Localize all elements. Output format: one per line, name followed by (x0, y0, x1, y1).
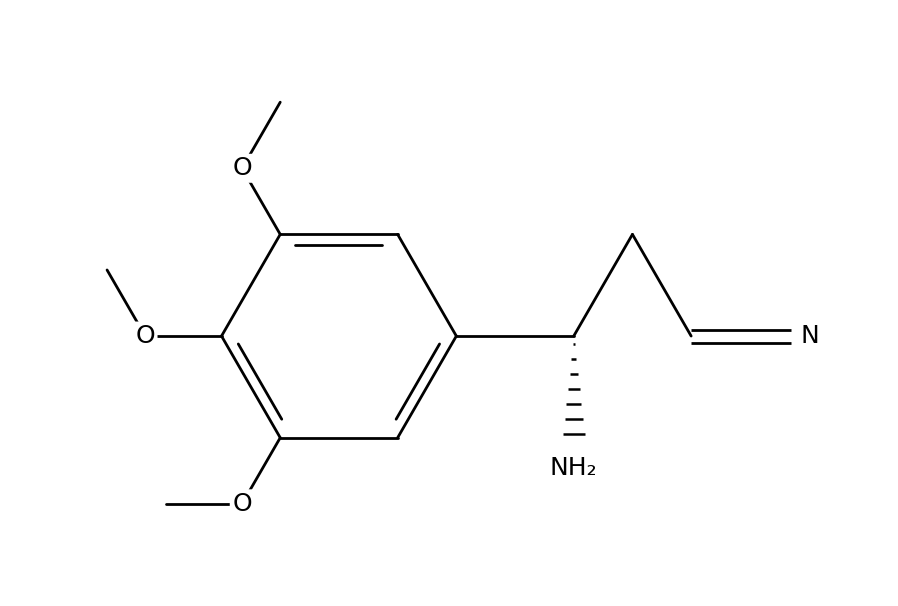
Text: O: O (233, 156, 251, 180)
Text: NH₂: NH₂ (550, 456, 597, 480)
Text: O: O (136, 324, 155, 348)
Text: O: O (233, 492, 251, 516)
Text: N: N (800, 324, 819, 348)
